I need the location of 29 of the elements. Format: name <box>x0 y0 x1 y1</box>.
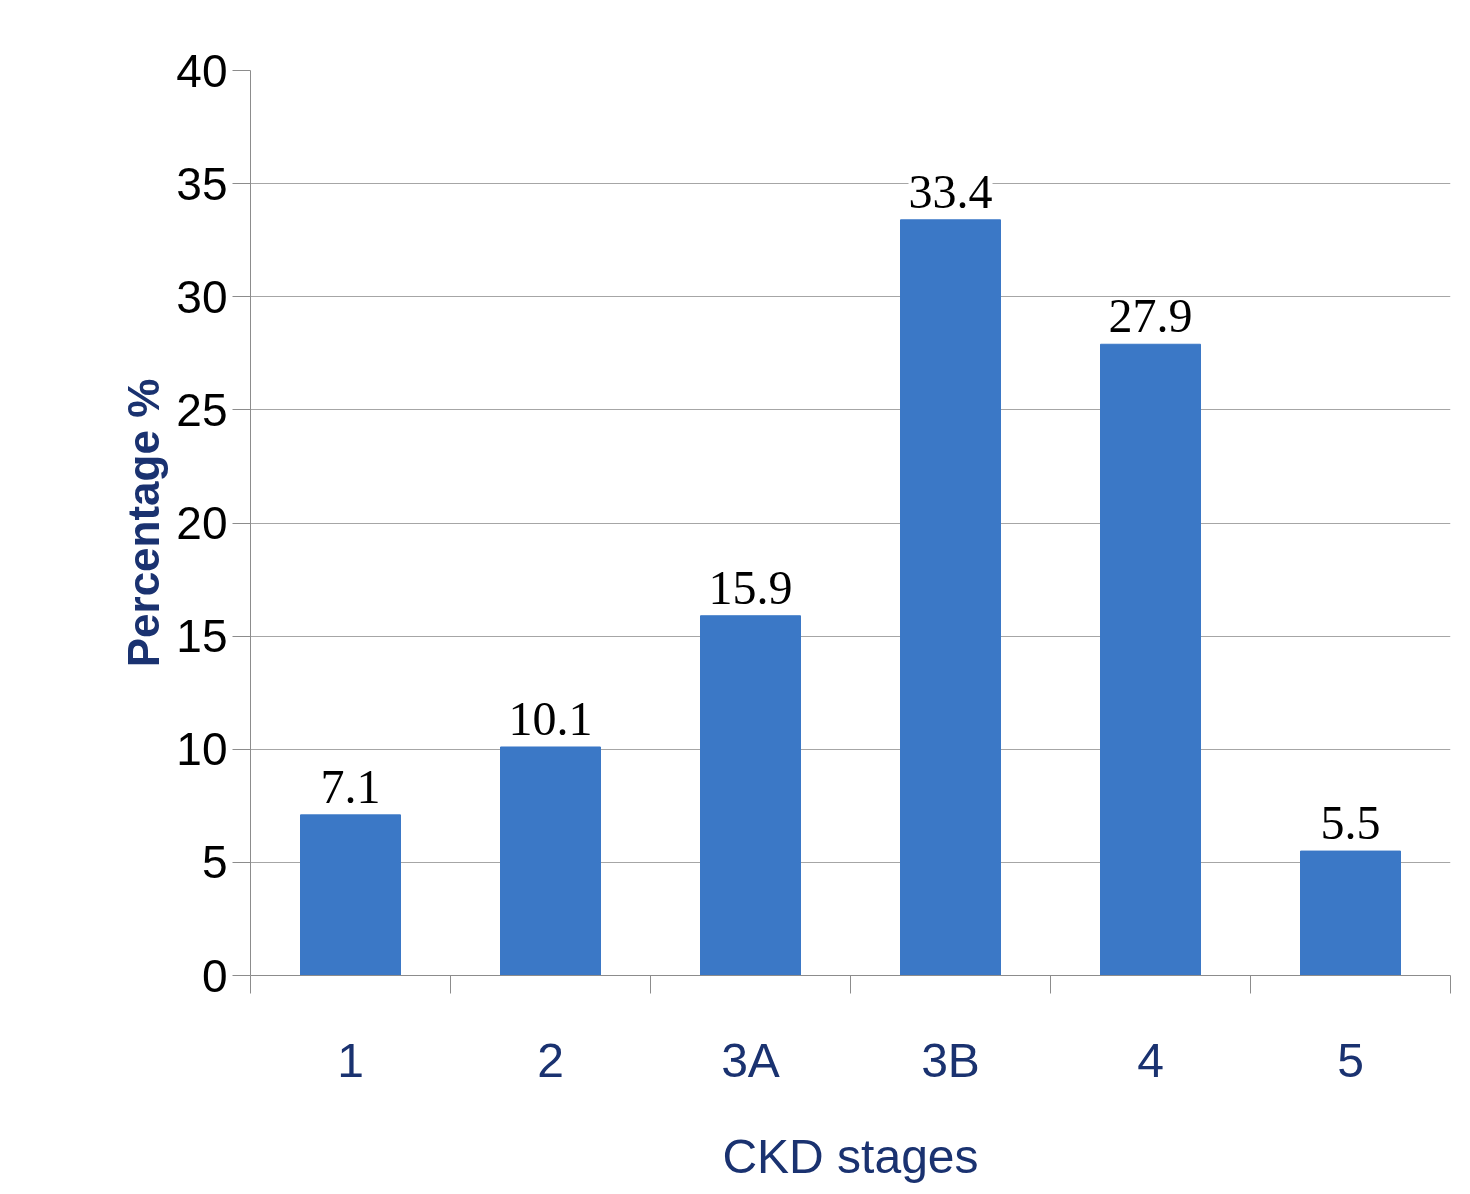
x-tick-label: 1 <box>337 1033 364 1087</box>
bar <box>500 746 601 976</box>
bar <box>700 615 801 976</box>
y-tick-label: 35 <box>176 157 228 210</box>
bar <box>1100 343 1201 976</box>
x-tick-label: 3A <box>721 1033 780 1087</box>
y-tick-label: 0 <box>201 949 228 1002</box>
y-tick-label: 10 <box>176 723 228 776</box>
y-tick-label: 15 <box>176 610 228 663</box>
x-tick-label: 3B <box>921 1033 980 1087</box>
data-label: 27.9 <box>1108 289 1193 343</box>
bar <box>1300 850 1401 976</box>
y-tick-label: 25 <box>176 383 228 436</box>
bar <box>900 219 1001 976</box>
data-label: 15.9 <box>708 560 793 614</box>
y-tick-label: 40 <box>176 44 228 97</box>
y-tick-label: 20 <box>176 497 228 549</box>
data-label: 5.5 <box>1320 796 1381 850</box>
y-tick-label: 30 <box>176 270 228 323</box>
x-axis-title: CKD stages <box>722 1129 979 1183</box>
x-tick-label: 5 <box>1337 1033 1364 1087</box>
y-axis-title: Percentage % <box>119 378 169 668</box>
data-label: 10.1 <box>508 691 593 745</box>
data-label: 33.4 <box>908 164 993 218</box>
x-tick-label: 4 <box>1137 1033 1164 1087</box>
data-label: 7.1 <box>320 759 381 813</box>
x-tick-label: 2 <box>537 1033 564 1087</box>
y-tick-label: 5 <box>201 836 228 889</box>
bar <box>300 814 401 976</box>
